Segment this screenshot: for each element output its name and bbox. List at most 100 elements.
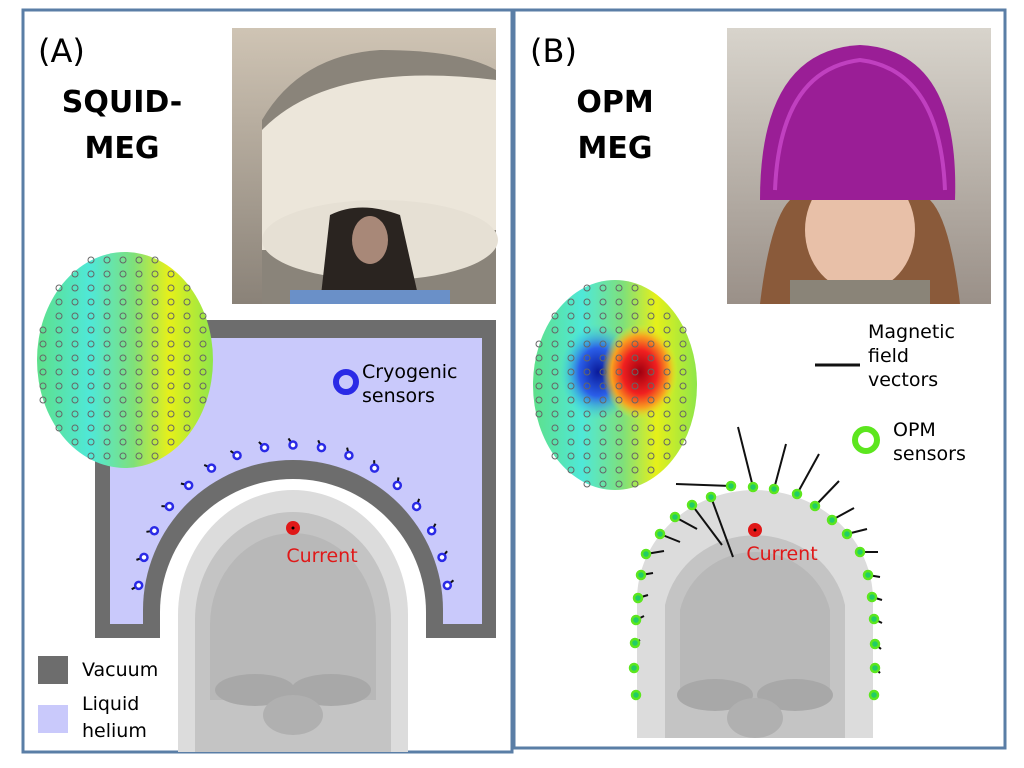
field-map-sensor-dot bbox=[647, 354, 655, 362]
field-map-sensor-dot bbox=[583, 466, 591, 474]
field-map-sensor-dot bbox=[167, 368, 175, 376]
field-map-sensor-dot bbox=[631, 298, 639, 306]
helium-legend-line2: helium bbox=[82, 720, 147, 742]
field-map-sensor-dot bbox=[551, 424, 559, 432]
opm-sensor bbox=[669, 511, 681, 523]
field-map-sensor-dot bbox=[119, 452, 127, 460]
opm-sensor bbox=[768, 483, 780, 495]
field-map-sensor-dot bbox=[631, 480, 639, 488]
cryogenic-sensor-legend-line1: Cryogenic bbox=[362, 361, 457, 383]
magnetic-field-vector bbox=[675, 483, 732, 487]
field-map-sensor-dot bbox=[663, 424, 671, 432]
field-map-sensor-dot bbox=[647, 368, 655, 376]
cryogenic-sensor bbox=[437, 552, 447, 563]
field-map-sensor-dot bbox=[167, 326, 175, 334]
field-map-sensor-dot bbox=[55, 284, 63, 292]
field-map-sensor-dot bbox=[631, 424, 639, 432]
field-map-sensor-dot bbox=[567, 452, 575, 460]
field-map-sensor-dot bbox=[87, 298, 95, 306]
field-map-sensor-dot bbox=[135, 312, 143, 320]
field-map-sensor-dot bbox=[583, 424, 591, 432]
cryogenic-sensor-array bbox=[131, 437, 455, 591]
field-map-sensor-dot bbox=[647, 298, 655, 306]
cryogenic-sensor bbox=[206, 463, 217, 473]
field-map-sensor-dot bbox=[39, 326, 47, 334]
squid-meg-photo bbox=[232, 28, 498, 304]
field-map-sensor-dot bbox=[599, 368, 607, 376]
cryogenic-sensor bbox=[232, 450, 242, 461]
field-map-sensor-dot bbox=[567, 424, 575, 432]
field-map-sensor-dot bbox=[599, 480, 607, 488]
field-map-sensor-dot bbox=[167, 284, 175, 292]
panel-b: (B) OPM MEG Current bbox=[512, 8, 1007, 750]
field-map-sensor-dot bbox=[647, 382, 655, 390]
field-map-sensor-dot bbox=[199, 382, 207, 390]
opm-sensor bbox=[640, 548, 652, 560]
field-map-sensor-dot bbox=[103, 354, 111, 362]
field-map-sensor-dot bbox=[151, 410, 159, 418]
field-map-sensor-dot bbox=[631, 452, 639, 460]
field-map-sensor-dot bbox=[87, 312, 95, 320]
field-map-sensor-dot bbox=[135, 326, 143, 334]
field-map-sensor-dot bbox=[39, 382, 47, 390]
field-map-sensor-dot bbox=[119, 368, 127, 376]
field-map-sensor-dot bbox=[135, 452, 143, 460]
field-map-sensor-dot bbox=[151, 452, 159, 460]
field-map-sensor-dot bbox=[87, 256, 95, 264]
opm-sensor bbox=[747, 481, 759, 493]
field-map-sensor-dot bbox=[551, 382, 559, 390]
field-map-sensor-dot bbox=[551, 340, 559, 348]
opm-sensor bbox=[686, 499, 698, 511]
field-map-sensor-dot bbox=[535, 410, 543, 418]
field-map-sensor-dot bbox=[551, 410, 559, 418]
field-map-sensor-dot bbox=[631, 396, 639, 404]
field-map-sensor-dot bbox=[679, 368, 687, 376]
opm-sensor bbox=[632, 592, 644, 604]
field-map-sensor-dot bbox=[119, 326, 127, 334]
field-map-sensor-dot bbox=[71, 312, 79, 320]
opm-sensor bbox=[866, 591, 878, 603]
field-map-sensor-dot bbox=[631, 438, 639, 446]
cryogenic-sensor bbox=[164, 501, 175, 512]
panel-b-frame bbox=[512, 8, 1007, 750]
field-map-sensor-dot bbox=[583, 298, 591, 306]
field-map-sensor-dot bbox=[87, 424, 95, 432]
field-map-sensor-dot bbox=[39, 340, 47, 348]
field-map-sensor-dot bbox=[615, 410, 623, 418]
field-map-sensor-dot bbox=[647, 438, 655, 446]
field-map-sensor-dot bbox=[663, 382, 671, 390]
vacuum-legend-swatch bbox=[38, 656, 68, 684]
opm-meg-photo bbox=[727, 28, 991, 304]
field-map-sensor-dot bbox=[615, 368, 623, 376]
field-map-sensor-dot bbox=[71, 270, 79, 278]
field-map-sensor-dot bbox=[167, 424, 175, 432]
field-map-sensor-dot bbox=[103, 438, 111, 446]
field-map-sensor-dot bbox=[151, 382, 159, 390]
field-map-sensor-dot bbox=[135, 354, 143, 362]
field-map-sensor-dot bbox=[615, 424, 623, 432]
field-map-sensor-dot bbox=[599, 354, 607, 362]
field-map-sensor-dot bbox=[87, 340, 95, 348]
field-map-sensor-dot bbox=[535, 368, 543, 376]
field-map-sensor-dot bbox=[183, 298, 191, 306]
field-map-sensor-dot bbox=[71, 438, 79, 446]
field-map-sensor-dot bbox=[583, 382, 591, 390]
field-map-sensor-dot bbox=[135, 410, 143, 418]
cryogenic-sensor bbox=[149, 525, 160, 536]
field-map-sensor-dot bbox=[183, 312, 191, 320]
magnetic-field-vector bbox=[737, 426, 754, 488]
field-map-sensor-dot bbox=[551, 326, 559, 334]
field-map-sensor-dot bbox=[183, 424, 191, 432]
field-map-b-positive-pole bbox=[602, 324, 678, 420]
field-map-sensor-dot bbox=[599, 340, 607, 348]
field-map-sensor-dot bbox=[199, 312, 207, 320]
field-map-sensor-dot bbox=[151, 354, 159, 362]
field-map-sensor-dot bbox=[103, 396, 111, 404]
field-map-sensor-dot bbox=[119, 424, 127, 432]
field-map-sensor-dot bbox=[567, 326, 575, 334]
current-label-b: Current bbox=[746, 543, 817, 565]
cryogenic-sensor bbox=[442, 580, 453, 591]
field-map-sensor-dot bbox=[631, 312, 639, 320]
field-map-sensor-dot bbox=[679, 438, 687, 446]
cryogenic-sensor bbox=[369, 463, 380, 473]
